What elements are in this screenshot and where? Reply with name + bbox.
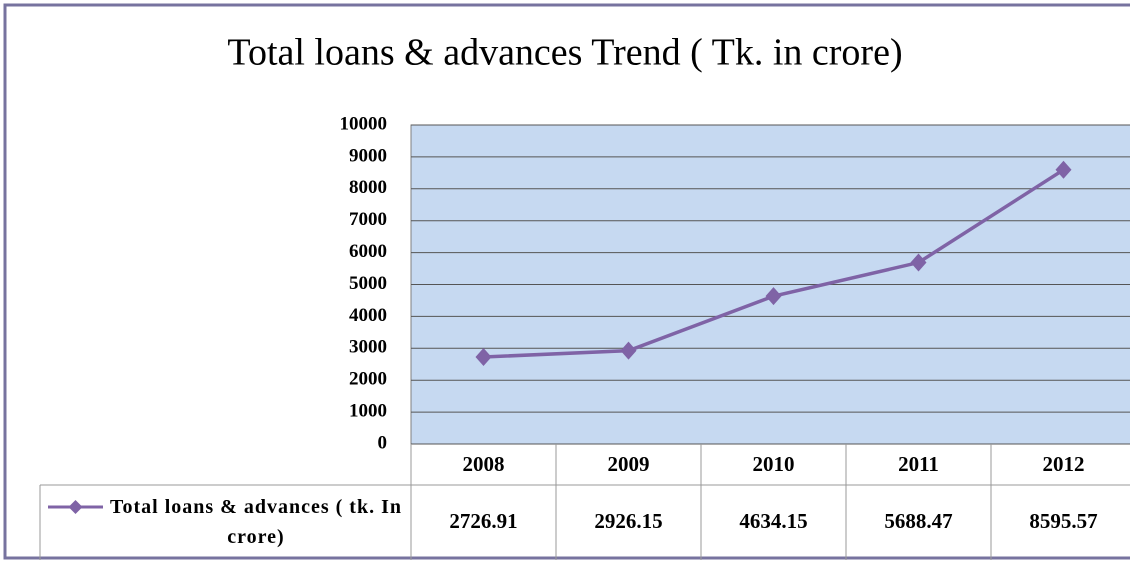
y-tick-label: 1000 bbox=[349, 400, 387, 421]
table-value: 8595.57 bbox=[1029, 509, 1097, 533]
y-tick-label: 6000 bbox=[349, 241, 387, 262]
y-tick-label: 7000 bbox=[349, 209, 387, 230]
table-value: 2926.15 bbox=[594, 509, 662, 533]
point-marker bbox=[475, 348, 492, 367]
y-tick-label: 0 bbox=[378, 432, 388, 453]
x-tick-label: 2011 bbox=[898, 452, 939, 476]
y-tick-label: 3000 bbox=[349, 337, 387, 358]
y-tick-label: 8000 bbox=[349, 177, 387, 198]
chart-title: Total loans & advances Trend ( Tk. in cr… bbox=[227, 32, 902, 74]
point-marker bbox=[620, 341, 637, 360]
x-tick-label: 2009 bbox=[608, 452, 650, 476]
point-marker bbox=[910, 253, 927, 272]
legend-label: Total loans & advances ( tk. In crore) bbox=[110, 496, 402, 548]
point-marker bbox=[1055, 160, 1072, 179]
y-tick-label: 9000 bbox=[349, 145, 387, 166]
y-tick-label: 10000 bbox=[340, 113, 388, 134]
y-tick-label: 5000 bbox=[349, 273, 387, 294]
table-value: 4634.15 bbox=[739, 509, 807, 533]
x-tick-label: 2012 bbox=[1043, 452, 1085, 476]
x-tick-label: 2008 bbox=[463, 452, 505, 476]
table-value: 2726.91 bbox=[449, 509, 517, 533]
y-tick-label: 2000 bbox=[349, 369, 387, 390]
frame bbox=[3, 3, 1130, 560]
table-value: 5688.47 bbox=[884, 509, 952, 533]
x-tick-label: 2010 bbox=[753, 452, 795, 476]
legend-marker bbox=[68, 500, 83, 514]
point-marker bbox=[765, 287, 782, 306]
y-tick-label: 4000 bbox=[349, 305, 387, 326]
